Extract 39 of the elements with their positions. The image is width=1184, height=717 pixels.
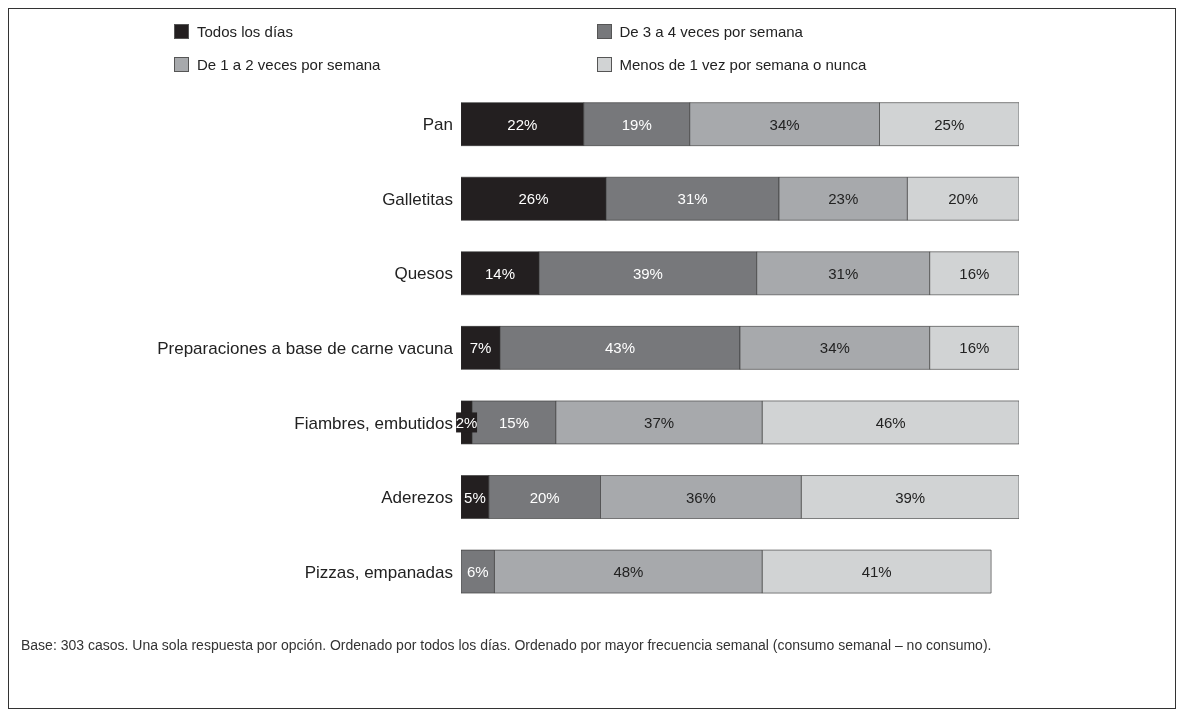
data-label: 34% [769, 115, 800, 133]
data-label: 2% [455, 413, 478, 431]
data-label: 43% [605, 339, 636, 357]
data-label: 20% [948, 190, 979, 208]
data-label: 41% [861, 563, 892, 581]
data-label: 19% [621, 115, 652, 133]
y-tick-label: Fiambres, embutidos [294, 413, 453, 433]
data-label: 20% [529, 488, 560, 506]
data-label: 15% [498, 413, 530, 431]
legend-label: Todos los días [197, 23, 293, 40]
data-label: 6% [466, 563, 489, 581]
data-label: 46% [875, 413, 906, 431]
data-label: 14% [485, 264, 516, 282]
text: Base: 303 casos. Una sola respuesta por opción. Ordenado por todos los días. Ordenado por mayor frecuencia semanal (consumo semanal – no consumo). [21, 636, 993, 655]
data-label: 37% [644, 413, 675, 431]
data-label: 36% [685, 488, 716, 506]
data-label: 48% [613, 563, 644, 581]
data-label: 7% [469, 339, 492, 357]
y-tick-label: Preparaciones a base de carne vacuna [157, 339, 454, 359]
data-label: 25% [934, 115, 965, 133]
y-tick-label: Aderezos [381, 488, 453, 508]
legend-label: Menos de 1 vez por semana o nunca [619, 56, 867, 73]
data-label: 26% [518, 190, 549, 208]
data-label: 23% [828, 190, 859, 208]
data-label: 31% [677, 190, 708, 208]
data-label: 31% [828, 264, 859, 282]
data-label: 16% [959, 339, 990, 357]
data-label: 34% [819, 339, 850, 357]
legend-label: De 1 a 2 veces por semana [197, 56, 381, 73]
data-label: 39% [632, 264, 663, 282]
data-label: 5% [464, 488, 486, 506]
y-tick-label: Galletitas [382, 189, 453, 209]
data-label: 16% [959, 264, 990, 282]
legend-label: De 3 a 4 veces por semana [619, 23, 803, 40]
y-tick-label: Quesos [394, 264, 453, 284]
data-label: 39% [895, 488, 926, 506]
data-label: 22% [507, 115, 538, 133]
y-tick-label: Pan [422, 115, 453, 135]
y-tick-label: Pizzas, empanadas [304, 562, 453, 582]
